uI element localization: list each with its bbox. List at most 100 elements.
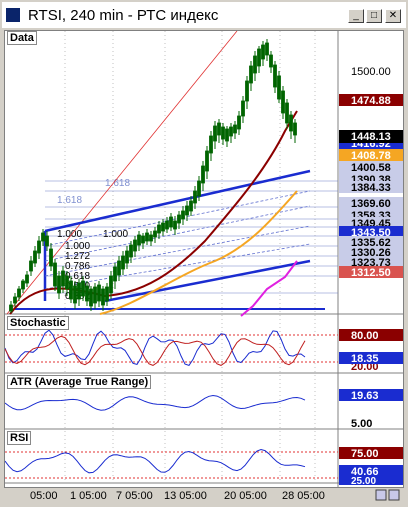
maximize-button[interactable]: □: [366, 9, 382, 23]
candle-body: [249, 65, 253, 84]
candle-body: [289, 114, 293, 132]
magenta-line: [240, 260, 298, 317]
candle-body: [233, 124, 237, 134]
time-label-4: 20 05:00: [224, 490, 267, 502]
rsi-upper-label: 75.00: [351, 448, 379, 460]
atr-current-bg: [339, 389, 403, 401]
fib-label-2: 1.000: [57, 229, 82, 240]
fib-label-0: 1.618: [105, 178, 130, 189]
candle-body: [13, 296, 17, 304]
candle-body: [17, 288, 21, 298]
candle-body: [81, 280, 85, 297]
stoch-d-line: [5, 335, 306, 366]
candle-body: [161, 222, 165, 232]
candle-body: [189, 200, 193, 212]
time-label-5: 28 05:00: [282, 490, 325, 502]
price-label-bg: [339, 197, 403, 209]
price-label-3: 1400.58: [351, 162, 391, 174]
atr-line: [5, 394, 306, 411]
fib-label-6: 0.786: [65, 261, 90, 272]
window-title: RTSI, 240 min - РТС индекс: [28, 7, 219, 24]
candle-body: [285, 102, 289, 124]
candle-body: [89, 288, 93, 307]
candle-body: [69, 280, 73, 300]
candle-body: [153, 230, 157, 238]
candle-body: [45, 235, 49, 247]
candle-body: [33, 250, 37, 264]
candle-body: [201, 165, 205, 184]
rsi-lower-bg: [339, 475, 403, 485]
candles: [9, 39, 297, 313]
channel-lower-line: [104, 259, 311, 303]
price-label-bg: [339, 149, 403, 161]
price-label-13: 1312.50: [351, 267, 391, 279]
candle-body: [25, 274, 29, 284]
scroll-left-button[interactable]: [375, 489, 387, 501]
candle-body: [49, 248, 53, 267]
panel-label-stochastic: Stochastic: [7, 316, 69, 330]
candle-body: [73, 285, 77, 304]
fib-label-1: 1.618: [57, 195, 82, 206]
candle-body: [237, 115, 241, 130]
fib-label-7: 0.618: [65, 271, 90, 282]
candle-body: [205, 150, 209, 172]
panel-label-rsi: RSI: [7, 431, 32, 445]
candle-body: [213, 125, 217, 142]
rsi-line: [5, 448, 306, 474]
candle-body: [253, 55, 257, 74]
price-label-0: 1474.88: [351, 95, 391, 107]
price-label-bg: [339, 94, 403, 106]
rsi-lower-label: 25.00: [351, 476, 376, 487]
vertical-grid: [64, 31, 316, 483]
candle-body: [53, 262, 57, 287]
candle-body: [241, 100, 245, 117]
candle-body: [137, 234, 141, 246]
candle-body: [109, 275, 113, 294]
candle-body: [173, 220, 177, 230]
candle-body: [221, 126, 225, 140]
candle-body: [225, 128, 229, 142]
candle-body: [121, 255, 125, 270]
last-price-bg: [339, 130, 403, 143]
last-price-label: 1448.13: [351, 131, 391, 143]
price-label-bg: [339, 236, 403, 248]
candle-body: [29, 260, 33, 272]
candle-body: [117, 260, 121, 276]
candle-body: [125, 250, 129, 264]
stoch-upper-label: 80.00: [351, 330, 379, 342]
time-axis-bar[interactable]: 05:00 1 05:00 7 05:00 13 05:00 20 05:00 …: [4, 488, 404, 502]
atr-current-label: 19.63: [351, 390, 379, 402]
stoch-current-bg: [339, 352, 403, 364]
candle-body: [229, 126, 233, 137]
price-label-bg: [339, 246, 403, 258]
time-label-2: 7 05:00: [116, 490, 153, 502]
title-bar[interactable]: RTSI, 240 min - РТС индекс _ □ ✕: [2, 2, 406, 28]
candle-body: [165, 220, 169, 230]
minimize-button[interactable]: _: [348, 9, 364, 23]
tick-1500: 1500.00: [351, 66, 391, 78]
chart-area[interactable]: 1.618 1.618 1.000 1.000 1.000 1.272 0.786 0.618…: [4, 30, 404, 488]
candle-body: [197, 180, 201, 197]
candle-body: [181, 210, 185, 220]
close-button[interactable]: ✕: [385, 9, 401, 23]
candle-body: [93, 286, 97, 304]
rsi-upper-bg: [339, 447, 403, 459]
price-label-2: 1408.78: [351, 150, 391, 162]
candle-body: [133, 239, 137, 252]
candle-body: [105, 286, 109, 302]
candle-body: [281, 90, 285, 114]
candle-body: [257, 48, 261, 67]
price-label-bg: [339, 226, 403, 238]
candle-body: [129, 244, 133, 258]
fib-label-3: 1.000: [103, 229, 128, 240]
candle-body: [217, 122, 221, 136]
atr-tick-label: 5.00: [351, 418, 372, 430]
scroll-right-button[interactable]: [388, 489, 400, 501]
candle-body: [85, 285, 89, 302]
candle-body: [245, 80, 249, 102]
candle-body: [177, 214, 181, 224]
candle-body: [269, 54, 273, 68]
candle-body: [57, 275, 61, 294]
